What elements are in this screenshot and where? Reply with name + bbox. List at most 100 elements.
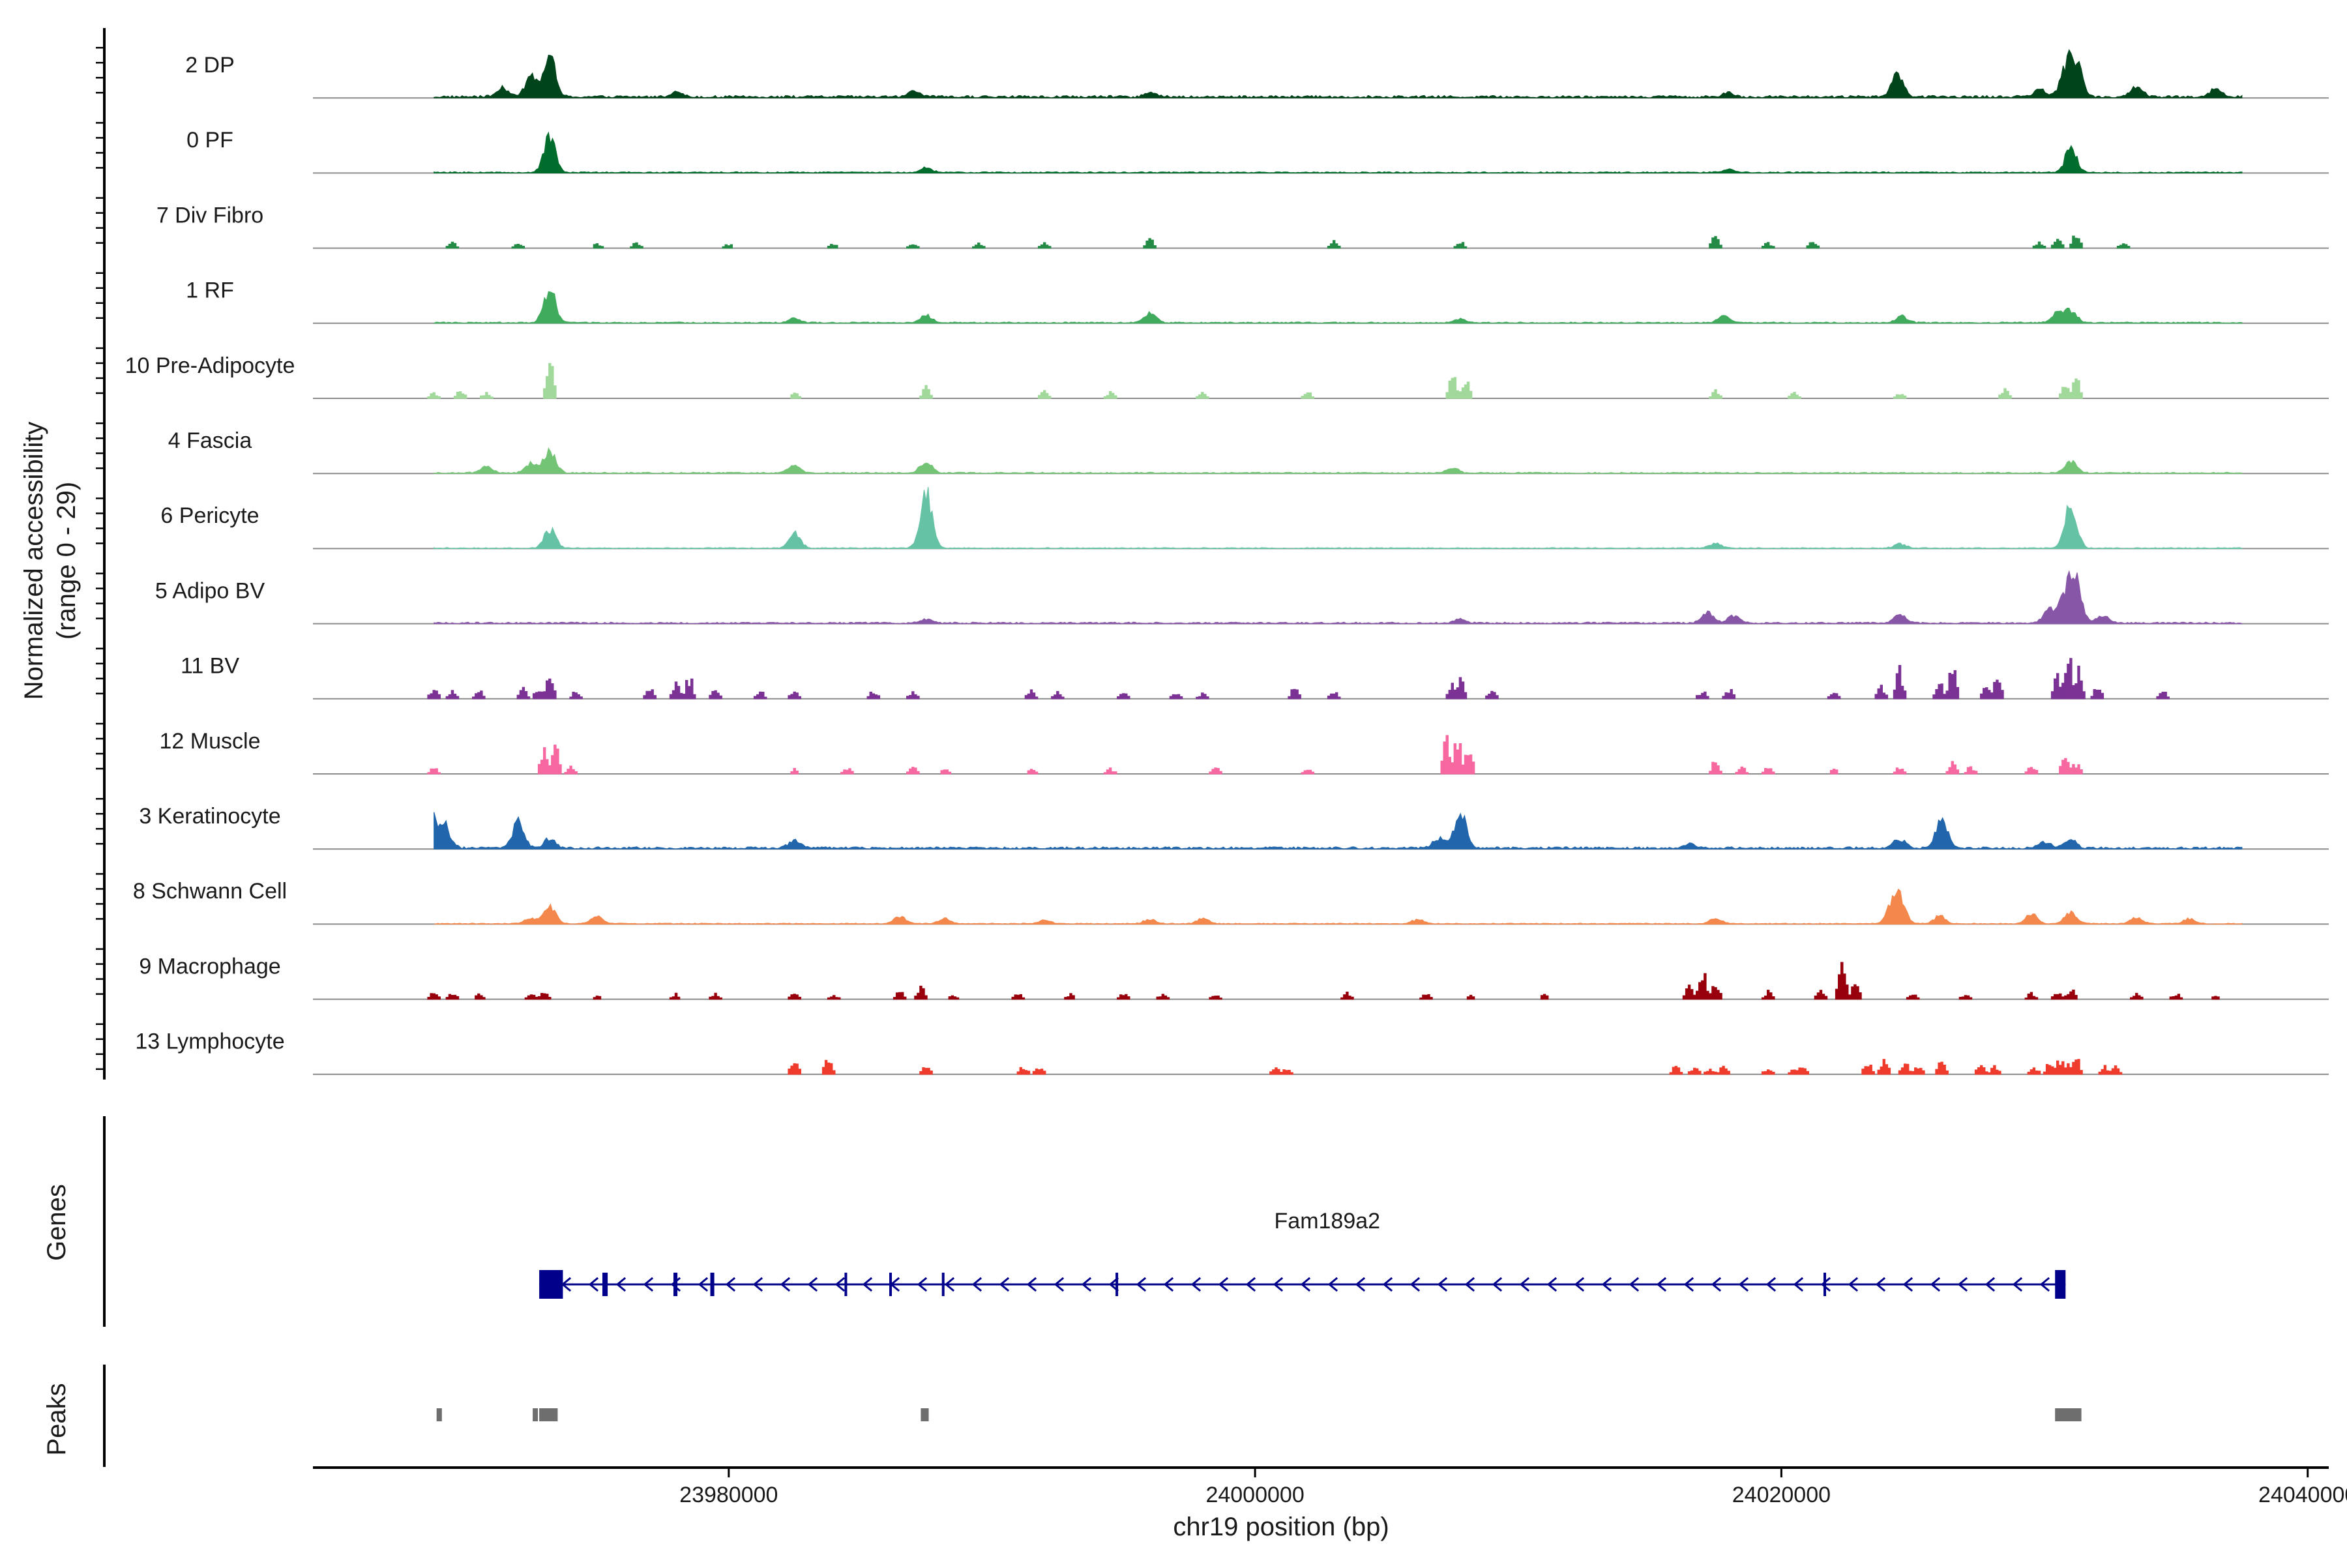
strand-arrow [1218, 1277, 1229, 1292]
track-14: 13 Lymphocyte [135, 1029, 2329, 1075]
track-label: 7 Div Fibro [156, 203, 263, 228]
strand-arrow [1081, 1277, 1092, 1292]
strand-arrow [1327, 1277, 1338, 1292]
strand-arrow [1546, 1277, 1557, 1292]
track-2: 0 PF [186, 128, 2329, 174]
track-label: 5 Adipo BV [155, 578, 265, 603]
gene-exon [1823, 1273, 1826, 1296]
gene-model: Fam189a2 [539, 1209, 2066, 1299]
peak-region [539, 1408, 558, 1421]
track-8: 5 Adipo BV [155, 570, 2329, 625]
strand-arrow [807, 1277, 818, 1292]
peak-region [436, 1408, 442, 1421]
track-signal [434, 812, 2243, 850]
coverage-y-axis [96, 28, 106, 1080]
y-axis-range-label: (range 0 - 29) [52, 482, 81, 640]
track-label: 10 Pre-Adipocyte [125, 353, 295, 378]
strand-arrow [1848, 1277, 1859, 1292]
peak-region [533, 1408, 539, 1421]
strand-arrow [615, 1277, 627, 1292]
strand-arrow [1629, 1277, 1640, 1292]
track-signal [445, 235, 2131, 249]
coverage-tracks: 2 DP 0 PF 7 Div Fibro 1 RF 10 Pre-Adipocyte 4… [125, 49, 2329, 1075]
strand-arrow [1875, 1277, 1886, 1292]
strand-arrow [834, 1277, 846, 1292]
track-signal [427, 658, 2170, 700]
strand-arrow [1245, 1277, 1256, 1292]
gene-exon [710, 1273, 715, 1296]
x-axis: chr19 position (bp) 23980000 24000000 2402… [313, 1466, 2347, 1541]
track-signal [434, 570, 2243, 625]
track-signal [434, 888, 2243, 925]
gene-exon [539, 1270, 563, 1299]
strand-arrow [917, 1277, 928, 1292]
strand-arrow [1902, 1277, 1913, 1292]
track-signal [788, 1059, 2123, 1075]
gene-name: Fam189a2 [1275, 1209, 1381, 1234]
strand-arrow [725, 1277, 736, 1292]
strand-arrow [1410, 1277, 1421, 1292]
track-label: 9 Macrophage [139, 954, 280, 979]
y-axis-title: Normalized accessibility (range 0 - 29) [20, 422, 81, 700]
strand-arrow [971, 1277, 982, 1292]
strand-arrow [1656, 1277, 1667, 1292]
peak-region [2055, 1408, 2082, 1421]
gene-exon [941, 1273, 945, 1296]
strand-arrow [1683, 1277, 1694, 1292]
track-signal [434, 131, 2243, 174]
strand-arrow [1026, 1277, 1037, 1292]
track-signal [427, 735, 2083, 775]
strand-arrow [2012, 1277, 2023, 1292]
track-9: 11 BV [181, 654, 2329, 700]
x-tick-label: 23980000 [679, 1483, 778, 1507]
track-signal [434, 291, 2243, 324]
gene-exon [889, 1273, 892, 1296]
track-signal [434, 486, 2243, 550]
strand-arrow [999, 1277, 1010, 1292]
track-6: 4 Fascia [168, 428, 2329, 475]
peaks-track-label: Peaks [42, 1383, 71, 1455]
strand-arrow [1382, 1277, 1393, 1292]
x-tick-label: 24040000 [2258, 1483, 2347, 1507]
strand-arrow [1820, 1277, 1831, 1292]
genes-panel: Genes Fam189a2 [42, 1116, 2066, 1327]
track-signal [434, 49, 2243, 99]
x-tick-label: 24020000 [1732, 1483, 1831, 1507]
strand-arrow [752, 1277, 763, 1292]
gene-exon [1115, 1273, 1119, 1296]
track-label: 2 DP [185, 53, 235, 78]
strand-arrow [1136, 1277, 1147, 1292]
strand-arrow [1574, 1277, 1585, 1292]
strand-arrow [2039, 1277, 2050, 1292]
track-label: 6 Pericyte [160, 503, 259, 528]
strand-arrow [862, 1277, 873, 1292]
track-13: 9 Macrophage [139, 954, 2329, 1000]
track-label: 8 Schwann Cell [133, 879, 287, 904]
track-signal [434, 447, 2243, 474]
track-label: 1 RF [186, 278, 234, 303]
strand-arrow [1054, 1277, 1065, 1292]
peak-region [921, 1408, 929, 1421]
track-10: 12 Muscle [160, 729, 2329, 775]
genes-track-label: Genes [42, 1184, 71, 1261]
track-4: 1 RF [186, 278, 2329, 324]
x-tick-label: 24000000 [1205, 1483, 1304, 1507]
strand-arrow [1190, 1277, 1202, 1292]
track-label: 3 Keratinocyte [139, 804, 280, 829]
track-3: 7 Div Fibro [156, 203, 2329, 249]
strand-arrow [1957, 1277, 1968, 1292]
track-1: 2 DP [185, 49, 2329, 99]
strand-arrow [698, 1277, 709, 1292]
strand-arrow [1793, 1277, 1804, 1292]
strand-arrow [643, 1277, 654, 1292]
strand-arrow [1765, 1277, 1777, 1292]
track-label: 4 Fascia [168, 428, 252, 453]
track-label: 11 BV [181, 654, 239, 679]
track-12: 8 Schwann Cell [133, 879, 2329, 925]
gene-exon [602, 1273, 608, 1296]
gene-exon [673, 1273, 678, 1296]
peaks-panel: Peaks [42, 1365, 2082, 1467]
strand-arrow [1355, 1277, 1366, 1292]
